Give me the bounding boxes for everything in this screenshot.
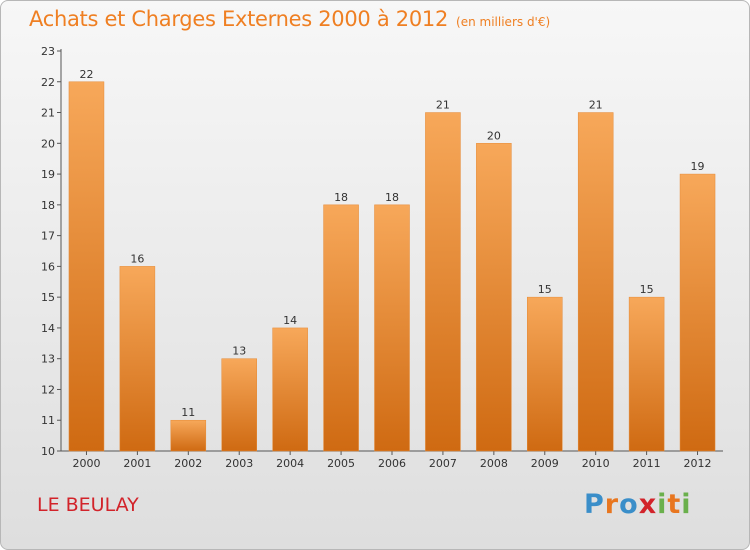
logo-letter: r [604,489,620,520]
x-tick-label: 2000 [72,457,100,470]
y-tick-label: 15 [41,291,55,304]
x-tick-label: 2006 [378,457,406,470]
data-label: 11 [181,406,195,419]
x-tick-label: 2003 [225,457,253,470]
bars [68,81,716,452]
chart-title: Achats et Charges Externes 2000 à 2012 (e… [29,7,550,31]
bar [119,266,156,452]
data-label: 18 [334,191,348,204]
logo-letter: o [619,489,639,520]
y-tick-label: 22 [41,76,55,89]
bar [68,81,105,452]
x-tick-label: 2002 [174,457,202,470]
logo-letter: t [667,489,682,520]
data-label: 14 [283,314,297,327]
bar [374,204,410,452]
logo-letter: i [681,489,692,520]
logo-letter: x [638,489,658,520]
data-label: 15 [640,283,654,296]
y-tick-label: 17 [41,230,55,243]
proxiti-logo: Proxiti [584,489,692,520]
y-tick-label: 12 [41,383,55,396]
x-tick-label: 2008 [480,457,508,470]
bar [628,296,665,452]
x-tick-label: 2009 [531,457,559,470]
x-tick-label: 2004 [276,457,304,470]
bar [425,112,461,452]
bar [577,112,614,452]
y-tick-label: 13 [41,353,55,366]
y-tick-label: 19 [41,168,55,181]
y-tick-label: 20 [41,137,55,150]
y-tick-label: 16 [41,260,55,273]
data-label: 13 [232,345,246,358]
axes: 10 11 12 13 14 15 16 17 18 19 20 21 22 23 [41,45,723,458]
bar [170,419,207,452]
logo-letter: i [657,489,668,520]
commune-name: LE BEULAY [37,494,139,516]
chart-subtitle: (en milliers d'€) [456,15,551,29]
y-tick-label: 10 [41,445,55,458]
bar [272,327,308,452]
bar [476,143,512,452]
data-label: 21 [436,99,450,112]
bar [221,358,257,452]
y-tick-label: 11 [41,414,55,427]
x-tick-label: 2012 [684,457,712,470]
x-tick-label: 2001 [123,457,151,470]
y-tick-label: 14 [41,322,55,335]
x-tick-label: 2010 [582,457,610,470]
labels: 2000 22 2001 16 2002 11 2003 13 2004 14 2005 18 2006… [72,68,711,470]
bar [323,204,359,452]
data-label: 19 [691,160,705,173]
x-tick-label: 2007 [429,457,457,470]
bar [527,296,563,452]
x-tick-label: 2011 [633,457,661,470]
y-tick-label: 21 [41,107,55,120]
x-tick-label: 2005 [327,457,355,470]
data-label: 16 [130,252,144,265]
data-label: 18 [385,191,399,204]
y-tick-label: 18 [41,199,55,212]
data-label: 22 [79,68,93,81]
chart-title-text: Achats et Charges Externes 2000 à 2012 [29,7,449,31]
data-label: 21 [589,99,603,112]
y-tick-label: 23 [41,45,55,58]
bar [679,173,716,452]
data-label: 15 [538,283,552,296]
logo-letter: P [584,489,605,520]
data-label: 20 [487,129,501,142]
